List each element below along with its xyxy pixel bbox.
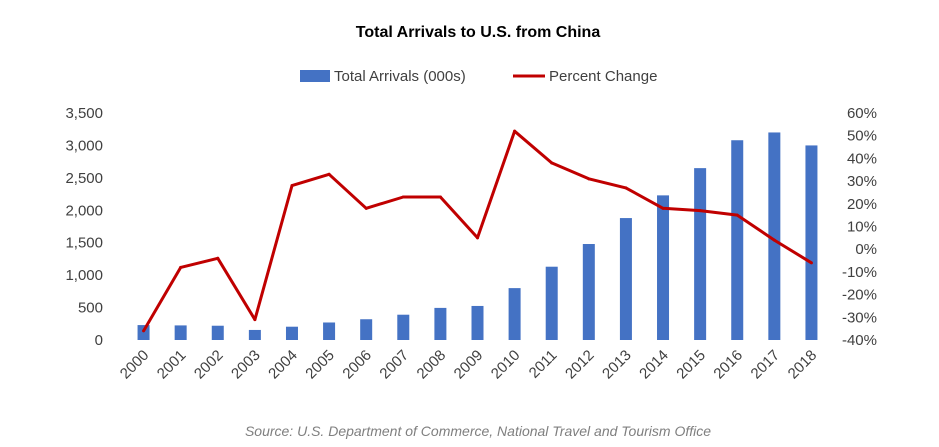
right-tick-label: -10% bbox=[842, 264, 877, 281]
legend-label-line: Percent Change bbox=[549, 68, 657, 85]
bar-series bbox=[137, 132, 818, 340]
bar bbox=[694, 168, 707, 340]
line-series bbox=[142, 129, 813, 333]
x-tick-label: 2015 bbox=[673, 347, 709, 383]
line-point bbox=[513, 129, 517, 133]
left-tick-label: 2,000 bbox=[65, 202, 103, 219]
left-tick-label: 2,500 bbox=[65, 170, 103, 187]
left-tick-label: 1,500 bbox=[65, 235, 103, 252]
bar bbox=[619, 218, 632, 340]
right-tick-label: 50% bbox=[847, 128, 877, 145]
left-tick-label: 3,000 bbox=[65, 137, 103, 154]
line-point bbox=[476, 236, 479, 240]
line-point bbox=[327, 172, 331, 176]
bar bbox=[137, 325, 150, 340]
line-point bbox=[179, 265, 183, 269]
bar bbox=[285, 326, 298, 340]
line-point bbox=[624, 186, 628, 190]
line-point bbox=[809, 261, 813, 265]
left-tick-label: 500 bbox=[78, 300, 103, 317]
line-point bbox=[661, 206, 665, 210]
line-point bbox=[587, 177, 591, 181]
x-tick-label: 2017 bbox=[748, 347, 784, 383]
line-point bbox=[290, 184, 294, 188]
right-tick-label: 60% bbox=[847, 105, 877, 122]
legend-swatch-bars bbox=[300, 70, 330, 82]
x-tick-label: 2003 bbox=[228, 347, 264, 383]
left-axis: 0 500 1,000 1,500 2,000 2,500 3,000 3,500 bbox=[65, 105, 103, 349]
line-point bbox=[401, 195, 405, 199]
x-tick-label: 2009 bbox=[451, 347, 487, 383]
bar bbox=[360, 319, 373, 340]
source-note: Source: U.S. Department of Commerce, Nat… bbox=[245, 423, 711, 439]
line-point bbox=[253, 318, 257, 322]
percent-change-line bbox=[142, 129, 813, 332]
x-tick-label: 2006 bbox=[339, 347, 375, 383]
chart-title: Total Arrivals to U.S. from China bbox=[356, 24, 601, 41]
line-point bbox=[550, 161, 554, 165]
right-axis: -40% -30% -20% -10% 0% 10% 20% 30% 40% 50% 60% bbox=[842, 105, 877, 349]
right-tick-label: 0% bbox=[855, 241, 877, 258]
line-point bbox=[216, 256, 220, 260]
bar bbox=[323, 322, 336, 340]
right-tick-label: 40% bbox=[847, 150, 877, 167]
right-tick-label: -20% bbox=[842, 287, 877, 304]
x-tick-label: 2002 bbox=[191, 347, 227, 383]
x-tick-label: 2000 bbox=[117, 347, 153, 383]
legend-label-bars: Total Arrivals (000s) bbox=[334, 68, 466, 85]
right-tick-label: 30% bbox=[847, 173, 877, 190]
right-tick-label: 10% bbox=[847, 219, 877, 236]
bar bbox=[768, 132, 781, 340]
x-tick-label: 2011 bbox=[526, 347, 561, 382]
x-tick-label: 2010 bbox=[488, 347, 524, 383]
line-point bbox=[772, 238, 776, 242]
line-point bbox=[364, 206, 368, 210]
line-point bbox=[735, 213, 739, 217]
bar bbox=[211, 325, 224, 340]
left-tick-label: 1,000 bbox=[65, 267, 103, 284]
bar bbox=[434, 307, 447, 340]
x-tick-label: 2018 bbox=[785, 347, 821, 383]
bar bbox=[508, 288, 521, 340]
x-tick-label: 2008 bbox=[414, 347, 450, 383]
line-point bbox=[698, 209, 702, 213]
bar bbox=[731, 140, 744, 340]
bar bbox=[805, 145, 818, 340]
x-tick-label: 2014 bbox=[636, 347, 672, 383]
right-tick-label: -30% bbox=[842, 309, 877, 326]
left-tick-label: 3,500 bbox=[65, 105, 103, 122]
x-tick-label: 2001 bbox=[154, 347, 190, 383]
x-tick-label: 2004 bbox=[265, 347, 301, 383]
line-point bbox=[438, 195, 442, 199]
bar bbox=[545, 266, 558, 340]
bar bbox=[397, 314, 410, 340]
x-tick-label: 2016 bbox=[710, 347, 746, 383]
right-tick-label: 20% bbox=[847, 196, 877, 213]
bar bbox=[174, 325, 187, 340]
left-tick-label: 0 bbox=[95, 332, 103, 349]
x-tick-label: 2005 bbox=[302, 347, 338, 383]
x-axis: 2000 2001 2002 2003 2004 2005 2006 2007 2008 2009… bbox=[117, 347, 821, 383]
bar bbox=[248, 329, 261, 340]
legend: Total Arrivals (000s) Percent Change bbox=[300, 68, 657, 85]
right-tick-label: -40% bbox=[842, 332, 877, 349]
bar bbox=[471, 305, 484, 340]
x-tick-label: 2013 bbox=[599, 347, 635, 383]
x-tick-label: 2012 bbox=[562, 347, 598, 383]
x-tick-label: 2007 bbox=[376, 347, 412, 383]
line-point bbox=[142, 329, 146, 333]
bar bbox=[582, 244, 595, 340]
bar bbox=[657, 195, 670, 340]
